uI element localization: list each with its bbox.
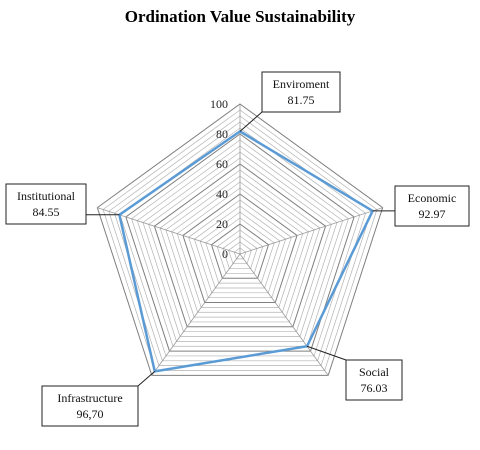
tick-label: 100 [210, 97, 228, 111]
tick-label: 80 [216, 127, 228, 141]
tick-label: 60 [216, 157, 228, 171]
radar-grid [96, 103, 384, 376]
grid-ring [228, 241, 252, 265]
callout-box [345, 359, 403, 401]
axis-spoke [151, 253, 241, 376]
grid-ring [199, 211, 281, 289]
grid-ring [159, 169, 321, 323]
axis-spoke [239, 207, 383, 255]
grid-ring [131, 139, 349, 347]
grid-ring [193, 205, 287, 294]
tick-label: 40 [216, 187, 228, 201]
callout-box [261, 71, 341, 113]
axis-label: Social [359, 365, 390, 379]
grid-ring [125, 133, 355, 352]
chart-title: Ordination Value Sustainability [125, 7, 356, 26]
axis-label: Institutional [17, 189, 76, 203]
data-label: 92.97 [419, 207, 446, 221]
data-label: 76.03 [361, 381, 388, 395]
axis-label: Infrastructure [57, 391, 122, 405]
axis-spoke [239, 253, 329, 376]
grid-ring [171, 181, 309, 313]
grid-ring [148, 157, 332, 333]
grid-ring [136, 145, 344, 342]
tick-label: 20 [216, 217, 228, 231]
grid-ring [210, 223, 270, 279]
callout-leader [306, 345, 347, 361]
grid-ring [142, 151, 338, 337]
tick-label: 0 [222, 247, 228, 261]
grid-ring [96, 103, 384, 376]
grid-ring [114, 121, 366, 362]
axis-spoke [97, 207, 241, 255]
callout-leader [239, 111, 263, 132]
grid-ring [222, 235, 258, 269]
grid-ring [182, 193, 298, 304]
grid-ring [102, 109, 378, 371]
data-label: 96,70 [77, 407, 104, 421]
callout-leader [137, 370, 156, 387]
grid-ring [216, 229, 264, 274]
radar-spokes [97, 104, 383, 376]
grid-ring [176, 187, 304, 308]
grid-ring [108, 115, 372, 366]
grid-ring [165, 175, 315, 318]
grid-ring [153, 163, 327, 328]
callout-box [394, 185, 470, 227]
series-line [118, 130, 374, 373]
grid-ring [233, 247, 247, 260]
axis-label: Economic [408, 191, 457, 205]
radar-callouts: Enviroment 81.75 Economic 92.97 Social 76.03 I… [5, 71, 470, 427]
data-label: 81.75 [288, 93, 315, 107]
grid-ring [205, 217, 275, 284]
callout-box [41, 385, 139, 427]
axis-label: Enviroment [273, 77, 330, 91]
callout-box [5, 183, 87, 225]
radar-tick-labels: 0 20 40 60 80 100 [210, 97, 228, 261]
grid-ring [188, 199, 292, 299]
data-label: 84.55 [33, 205, 60, 219]
